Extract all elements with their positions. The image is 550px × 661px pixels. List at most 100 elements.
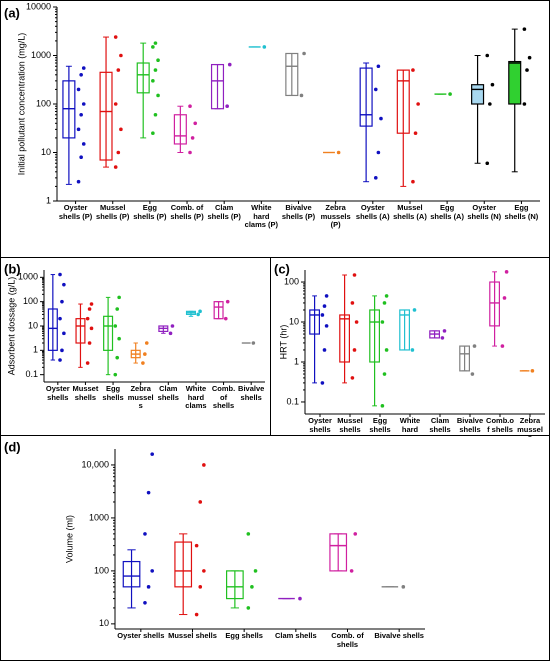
data-point xyxy=(354,320,359,324)
y-tick-label: 10 xyxy=(41,147,51,157)
data-point xyxy=(384,348,389,352)
data-point xyxy=(202,569,206,573)
data-point xyxy=(60,348,64,353)
data-point xyxy=(373,87,378,92)
data-point xyxy=(440,336,445,340)
panel-label: (a) xyxy=(4,5,20,20)
data-point xyxy=(117,336,121,341)
box xyxy=(213,301,224,320)
x-tick-label-box: Bivalve shells xyxy=(374,632,424,640)
data-point xyxy=(143,600,147,605)
x-tick-label-box: Mussel shells xyxy=(168,632,217,640)
data-point xyxy=(76,87,81,92)
x-tick-label-box: Mussel shells xyxy=(337,417,362,433)
data-point xyxy=(58,358,62,362)
box xyxy=(47,308,58,351)
x-tick-label-box: Oyster shells (P) xyxy=(59,204,92,220)
data-point xyxy=(246,532,251,536)
x-tick-label-box: Oyster shells xyxy=(46,385,70,401)
x-tick-label: Egg shells xyxy=(102,385,124,402)
x-tick-label-box: Musset shells xyxy=(72,385,99,402)
x-tick-label: Zebra mussels (P) xyxy=(320,204,351,229)
data-point xyxy=(382,372,387,376)
box xyxy=(369,309,380,363)
data-point xyxy=(251,341,256,345)
y-tick-label: 10 xyxy=(289,316,299,326)
data-point xyxy=(146,490,151,495)
data-point xyxy=(336,150,341,155)
box xyxy=(489,281,500,327)
data-point xyxy=(60,299,64,304)
data-point xyxy=(350,376,355,380)
data-point xyxy=(193,121,198,126)
data-point xyxy=(500,344,505,348)
x-tick-label-box: Comb. of shells (P) xyxy=(170,204,204,221)
data-point xyxy=(262,45,267,49)
data-point xyxy=(113,324,118,328)
data-point xyxy=(253,569,258,573)
y-tick-label: 1000 xyxy=(31,50,51,60)
x-tick-label-box: Egg shells xyxy=(369,417,390,433)
x-tick-label: White hard clams (P) xyxy=(244,204,279,229)
data-point xyxy=(413,131,418,135)
y-axis-label: Volume (ml) xyxy=(64,515,74,563)
data-point xyxy=(116,68,121,72)
data-point xyxy=(298,596,302,601)
data-point xyxy=(141,361,145,365)
x-tick-label: Comb. of shells (P) xyxy=(170,204,204,221)
data-point xyxy=(87,307,92,311)
data-point xyxy=(151,131,155,135)
x-tick-label-box: Comb.of shells xyxy=(486,417,514,434)
data-point xyxy=(349,569,354,573)
box xyxy=(174,541,193,588)
data-point xyxy=(170,324,175,328)
x-tick-label: Bivalve shells xyxy=(456,417,484,434)
data-point xyxy=(525,68,529,72)
x-tick-label: Musset shells xyxy=(72,385,99,402)
box xyxy=(339,314,350,363)
y-tick-label: 0.1 xyxy=(286,396,299,406)
x-tick-label: Egg shells xyxy=(225,632,263,640)
box xyxy=(103,315,114,351)
x-tick-label-box: White hard xyxy=(399,417,421,434)
x-tick-label: Egg shells (N) xyxy=(504,204,539,221)
x-tick-label: Mussel shells xyxy=(168,632,217,640)
data-point xyxy=(322,304,327,308)
panel-frame xyxy=(270,257,550,436)
data-point xyxy=(502,296,507,300)
x-tick-label: White hard xyxy=(399,417,421,434)
data-point xyxy=(117,295,121,300)
x-tick-label: Bivalve shells (P) xyxy=(281,204,316,221)
data-point xyxy=(194,612,199,617)
data-point xyxy=(246,606,251,610)
x-tick-label-box: Oyster shells (A) xyxy=(356,204,390,220)
data-point xyxy=(384,294,389,298)
data-point xyxy=(299,93,304,98)
y-axis-label: Initial pollutant concentration (mg/L) xyxy=(16,33,26,176)
panel-label: (b) xyxy=(4,261,21,276)
data-point xyxy=(373,176,378,180)
y-tick-label: 1 xyxy=(46,195,51,205)
data-point xyxy=(353,532,358,536)
y-tick-label: 10 xyxy=(28,320,38,330)
x-tick-label-box: Mussel shells (A) xyxy=(393,204,427,220)
box xyxy=(309,309,320,335)
data-point xyxy=(85,316,90,321)
x-tick-label-box: Egg shells (N) xyxy=(504,204,539,221)
x-tick-label-box: Egg shells (P) xyxy=(133,204,166,220)
y-tick-label: 100 xyxy=(284,276,299,286)
data-point xyxy=(227,62,232,67)
data-point xyxy=(198,500,203,504)
x-tick-label: Comb.of shells xyxy=(486,417,514,434)
data-point xyxy=(485,161,490,166)
box xyxy=(285,52,299,97)
box xyxy=(459,345,470,372)
x-tick-label-box: Zebra mussels (P) xyxy=(320,204,351,229)
x-tick-label-box: Comb. of shells xyxy=(331,632,364,648)
y-tick-label: 100 xyxy=(23,296,38,306)
data-point xyxy=(81,142,86,146)
data-point xyxy=(150,569,154,573)
data-point xyxy=(522,102,527,106)
data-point xyxy=(76,127,81,132)
